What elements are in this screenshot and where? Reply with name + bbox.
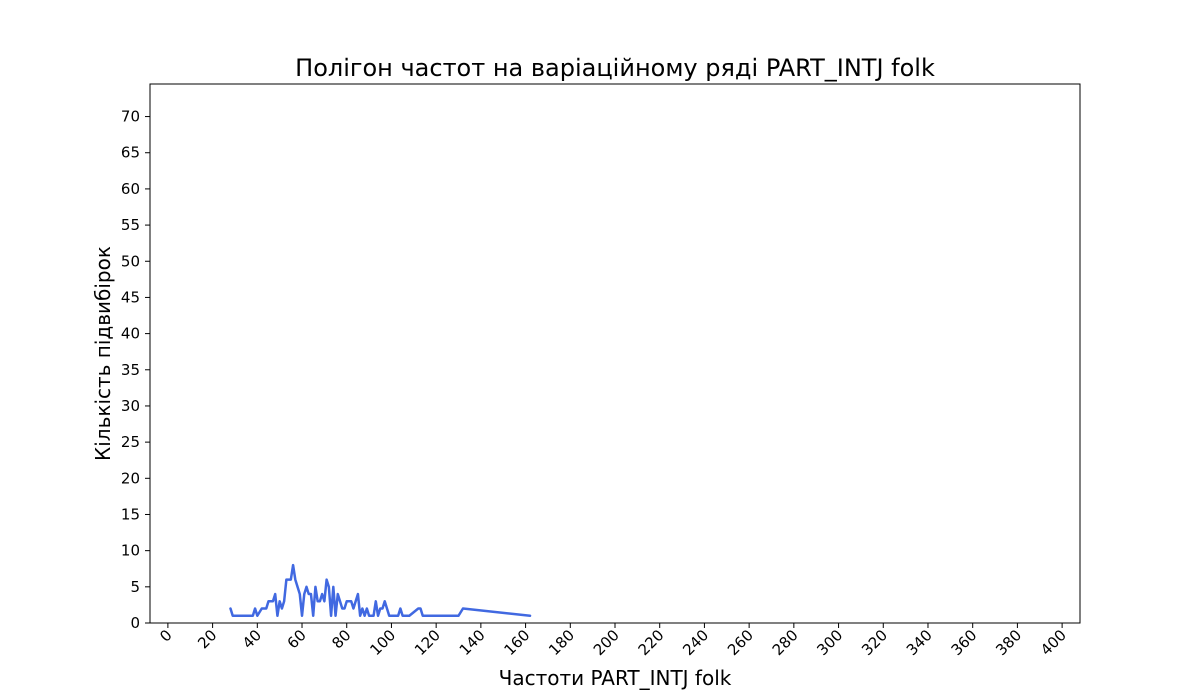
y-tick-label: 15: [121, 505, 140, 523]
y-tick-label: 55: [121, 216, 140, 234]
y-tick-label: 50: [121, 252, 140, 270]
x-tick-label: 380: [992, 626, 1025, 659]
x-tick-label: 200: [590, 626, 623, 659]
x-tick-label: 400: [1037, 626, 1070, 659]
y-tick-label: 70: [121, 108, 140, 126]
y-tick-label: 60: [121, 180, 140, 198]
y-tick-label: 35: [121, 361, 140, 379]
x-tick-label: 20: [194, 626, 220, 652]
y-tick-label: 5: [130, 578, 140, 596]
x-tick-label: 40: [239, 626, 265, 652]
y-axis-ticks: 0 5 10 15 20 25 30 35 40 45 50 55 60 65 70: [121, 108, 150, 632]
x-tick-label: 180: [545, 626, 578, 659]
x-tick-label: 340: [903, 626, 936, 659]
y-tick-label: 25: [121, 433, 140, 451]
x-tick-label: 60: [284, 626, 310, 652]
chart-title: Полігон частот на варіаційному ряді PART…: [295, 54, 935, 82]
y-tick-label: 40: [121, 325, 140, 343]
series-group: [229, 563, 532, 618]
x-axis-label: Частоти PART_INTJ folk: [499, 666, 732, 690]
y-tick-label: 20: [121, 469, 140, 487]
x-tick-label: 360: [948, 626, 981, 659]
x-tick-label: 220: [635, 626, 668, 659]
y-tick-label: 0: [130, 614, 140, 632]
x-tick-label: 120: [411, 626, 444, 659]
y-axis-label: Кількість підвибірок: [91, 246, 115, 461]
x-tick-label: 140: [456, 626, 489, 659]
x-tick-label: 160: [500, 626, 533, 659]
x-tick-label: 280: [769, 626, 802, 659]
x-tick-label: 0: [156, 626, 175, 645]
x-axis-ticks: 0 20 40 60 80 100 120 140 160 180 200 220 240 260 280 3…: [156, 623, 1070, 659]
x-tick-label: 320: [858, 626, 891, 659]
x-tick-label: 100: [366, 626, 399, 659]
series-line: [229, 563, 532, 618]
y-tick-label: 45: [121, 288, 140, 306]
plot-frame: [149, 83, 1081, 624]
x-tick-label: 80: [328, 626, 354, 652]
y-tick-label: 10: [121, 542, 140, 560]
y-tick-label: 30: [121, 397, 140, 415]
x-tick-label: 260: [724, 626, 757, 659]
x-tick-label: 300: [813, 626, 846, 659]
x-tick-label: 240: [679, 626, 712, 659]
y-tick-label: 65: [121, 144, 140, 162]
